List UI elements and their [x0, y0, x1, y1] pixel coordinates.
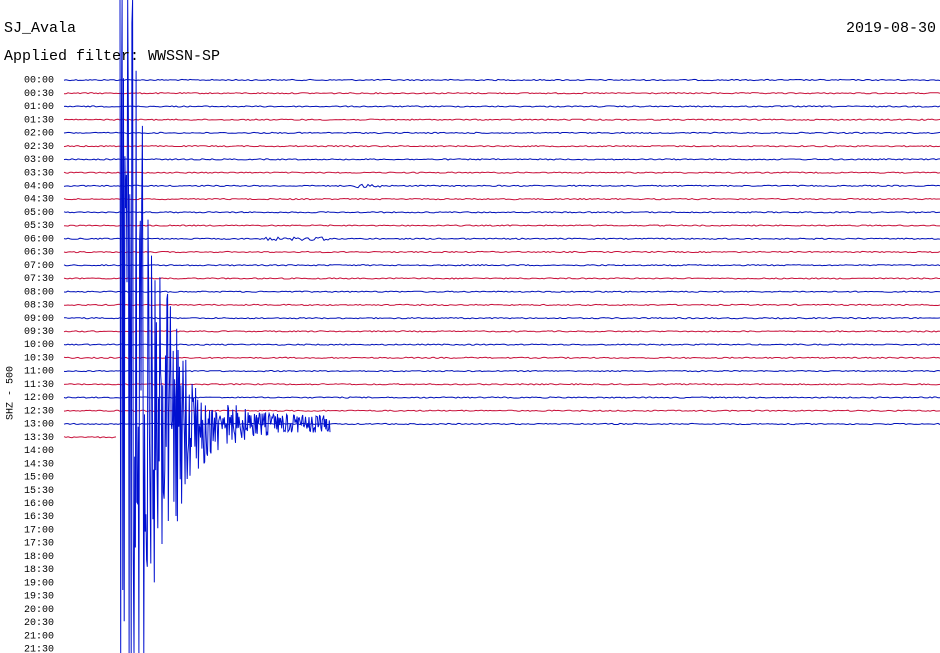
trace — [63, 436, 117, 439]
time-label: 04:30 — [24, 195, 54, 206]
time-label: 03:00 — [24, 155, 54, 166]
trace — [63, 330, 940, 333]
trace — [63, 383, 940, 386]
time-label: 09:30 — [24, 327, 54, 338]
trace — [63, 396, 940, 399]
time-label: 13:30 — [24, 433, 54, 444]
time-label: 21:30 — [24, 645, 54, 653]
trace — [63, 369, 940, 373]
time-label: 00:00 — [24, 76, 54, 87]
time-label: 07:30 — [24, 274, 54, 285]
time-label: 11:30 — [24, 380, 54, 391]
date: 2019-08-30 — [846, 20, 936, 37]
time-label: 03:30 — [24, 168, 54, 179]
time-label: 16:30 — [24, 512, 54, 523]
time-label: 08:00 — [24, 287, 54, 298]
earthquake-trace — [119, 0, 331, 653]
station: SJ_Avala — [4, 20, 76, 37]
time-label: 07:00 — [24, 261, 54, 272]
time-label: 10:30 — [24, 353, 54, 364]
trace — [63, 183, 940, 189]
time-label: 19:30 — [24, 592, 54, 603]
trace — [63, 264, 940, 267]
trace — [63, 250, 940, 254]
time-label: 13:00 — [24, 420, 54, 431]
time-label: 20:00 — [24, 605, 54, 616]
trace — [63, 171, 940, 174]
time-label: 18:30 — [24, 565, 54, 576]
trace — [63, 277, 940, 280]
time-label: 21:00 — [24, 631, 54, 642]
time-label: 02:00 — [24, 129, 54, 140]
traces — [63, 0, 940, 653]
channel-label: SHZ - 500 — [6, 366, 17, 420]
trace — [64, 316, 940, 320]
trace — [63, 236, 940, 242]
time-label: 00:30 — [24, 89, 54, 100]
time-label: 01:30 — [24, 115, 54, 126]
filter: Applied filter: WWSSN-SP — [4, 48, 220, 65]
trace — [64, 92, 940, 95]
trace — [63, 78, 940, 82]
trace — [63, 211, 940, 214]
time-label: 06:00 — [24, 234, 54, 245]
trace — [63, 197, 940, 201]
time-label: 11:00 — [24, 367, 54, 378]
trace — [63, 105, 940, 108]
trace — [63, 131, 940, 135]
time-label: 08:30 — [24, 301, 54, 312]
time-label: 10:00 — [24, 340, 54, 351]
time-label: 05:00 — [24, 208, 54, 219]
trace — [63, 356, 940, 359]
time-label: 20:30 — [24, 618, 54, 629]
time-label: 04:00 — [24, 181, 54, 192]
time-label: 14:30 — [24, 459, 54, 470]
time-label: 12:00 — [24, 393, 54, 404]
trace — [63, 158, 940, 161]
time-label: 15:00 — [24, 473, 54, 484]
time-label: 19:00 — [24, 578, 54, 589]
time-label: 12:30 — [24, 406, 54, 417]
time-labels: 00:00 00:30 01:00 01:30 02:00 02:30 03:00 03:30… — [24, 76, 54, 653]
time-label: 17:00 — [24, 525, 54, 536]
trace — [63, 224, 940, 227]
trace — [63, 118, 940, 121]
time-label: 05:30 — [24, 221, 54, 232]
time-label: 16:00 — [24, 499, 54, 510]
time-label: 15:30 — [24, 486, 54, 497]
time-label: 17:30 — [24, 539, 54, 550]
trace — [63, 290, 940, 293]
trace — [63, 343, 940, 346]
trace — [63, 303, 940, 307]
time-label: 18:00 — [24, 552, 54, 563]
trace — [63, 145, 940, 148]
time-label: 01:00 — [24, 102, 54, 113]
time-label: 02:30 — [24, 142, 54, 153]
time-label: 06:30 — [24, 248, 54, 259]
time-label: 14:00 — [24, 446, 54, 457]
time-label: 09:00 — [24, 314, 54, 325]
